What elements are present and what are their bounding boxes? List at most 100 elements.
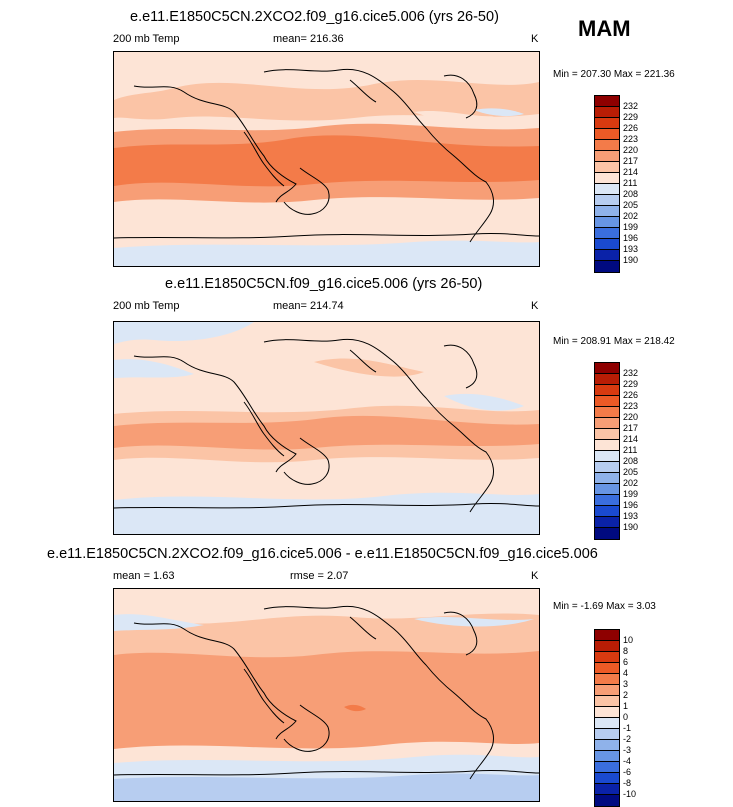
- colorbar-label: 232: [623, 101, 639, 111]
- temperature-band: [344, 704, 366, 712]
- colorbar-label: 208: [623, 456, 639, 466]
- temperature-band: [114, 492, 539, 534]
- colorbar-swatch: [595, 696, 619, 707]
- panel-1-mean-label: mean= 216.36: [273, 33, 344, 45]
- colorbar-label: 4: [623, 668, 629, 678]
- colorbar-label: 214: [623, 434, 639, 444]
- colorbar-swatch: [595, 751, 619, 762]
- colorbar-swatch: [595, 517, 619, 528]
- colorbar-swatch: [595, 663, 619, 674]
- colorbar-label: -6: [623, 767, 632, 777]
- colorbar-label: 199: [623, 222, 639, 232]
- coastline-outline: [114, 338, 539, 513]
- colorbar-label: 205: [623, 467, 639, 477]
- colorbar-swatch: [595, 495, 619, 506]
- colorbar-label: 1: [623, 701, 629, 711]
- panel-3-mean-label: mean = 1.63: [113, 570, 175, 582]
- colorbar-swatch: [595, 506, 619, 517]
- colorbar-label: 223: [623, 134, 639, 144]
- colorbar-label: 226: [623, 123, 639, 133]
- colorbar-swatch: [595, 140, 619, 151]
- colorbar-swatch: [595, 674, 619, 685]
- colorbar-swatch: [595, 96, 619, 107]
- colorbar-label: 6: [623, 657, 629, 667]
- panel-3-map: [113, 588, 540, 802]
- colorbar-swatch: [595, 784, 619, 795]
- coastline-outline: [114, 68, 539, 243]
- colorbar-label: 193: [623, 511, 639, 521]
- colorbar-swatch: [595, 195, 619, 206]
- temperature-band: [114, 135, 539, 187]
- colorbar-swatch: [595, 740, 619, 751]
- colorbar-swatch: [595, 718, 619, 729]
- colorbar-swatch: [595, 685, 619, 696]
- panel-2-colorbar: [594, 362, 620, 540]
- colorbar-label: 190: [623, 255, 639, 265]
- colorbar-swatch: [595, 652, 619, 663]
- colorbar-label: 2: [623, 690, 629, 700]
- colorbar-label: 3: [623, 679, 629, 689]
- colorbar-swatch: [595, 528, 619, 539]
- colorbar-swatch: [595, 151, 619, 162]
- colorbar-swatch: [595, 462, 619, 473]
- colorbar-swatch: [595, 440, 619, 451]
- temperature-band: [444, 393, 524, 411]
- colorbar-label: -1: [623, 723, 632, 733]
- colorbar-swatch: [595, 795, 619, 806]
- colorbar-swatch: [595, 363, 619, 374]
- colorbar-label: 202: [623, 211, 639, 221]
- colorbar-swatch: [595, 451, 619, 462]
- temperature-band: [114, 52, 539, 72]
- colorbar-label: 220: [623, 145, 639, 155]
- coastline-outline: [114, 605, 539, 780]
- colorbar-swatch: [595, 184, 619, 195]
- panel-3-rmse-label: rmse = 2.07: [290, 570, 349, 582]
- temperature-band: [114, 359, 194, 378]
- colorbar-swatch: [595, 228, 619, 239]
- panel-2-title: e.e11.E1850C5CN.f09_g16.cice5.006 (yrs 2…: [165, 276, 483, 292]
- panel-2-map: [113, 321, 540, 535]
- temperature-band: [114, 415, 539, 450]
- temperature-band: [114, 322, 254, 344]
- temperature-band: [114, 589, 539, 624]
- panel-1-title: e.e11.E1850C5CN.2XCO2.f09_g16.cice5.006 …: [130, 9, 499, 25]
- colorbar-swatch: [595, 396, 619, 407]
- colorbar-swatch: [595, 729, 619, 740]
- colorbar-swatch: [595, 374, 619, 385]
- colorbar-swatch: [595, 217, 619, 228]
- season-label: MAM: [578, 16, 631, 41]
- colorbar-swatch: [595, 429, 619, 440]
- colorbar-label: 217: [623, 423, 639, 433]
- colorbar-label: 196: [623, 233, 639, 243]
- panel-2-units-label: K: [531, 300, 539, 312]
- colorbar-label: 205: [623, 200, 639, 210]
- temperature-band: [474, 108, 524, 117]
- panel-1-variable-label: 200 mb Temp: [113, 33, 180, 45]
- colorbar-label: 211: [623, 445, 638, 455]
- temperature-band: [114, 80, 539, 121]
- colorbar-swatch: [595, 773, 619, 784]
- panel-2-variable-label: 200 mb Temp: [113, 300, 180, 312]
- panel-1-map: [113, 51, 540, 267]
- colorbar-swatch: [595, 762, 619, 773]
- colorbar-label: 220: [623, 412, 639, 422]
- colorbar-label: 0: [623, 712, 629, 722]
- colorbar-swatch: [595, 107, 619, 118]
- colorbar-label: 202: [623, 478, 639, 488]
- colorbar-label: 8: [623, 646, 629, 656]
- panel-2-mean-label: mean= 214.74: [273, 300, 344, 312]
- colorbar-label: 217: [623, 156, 639, 166]
- colorbar-label: -8: [623, 778, 632, 788]
- temperature-band: [414, 617, 534, 627]
- colorbar-label: 211: [623, 178, 638, 188]
- colorbar-swatch: [595, 418, 619, 429]
- colorbar-label: -2: [623, 734, 632, 744]
- panel-3-minmax: Min = -1.69 Max = 3.03: [553, 601, 656, 612]
- panel-2-minmax: Min = 208.91 Max = 218.42: [553, 336, 675, 347]
- panel-1-minmax: Min = 207.30 Max = 221.36: [553, 69, 675, 80]
- colorbar-swatch: [595, 407, 619, 418]
- colorbar-swatch: [595, 484, 619, 495]
- panel-3-units-label: K: [531, 570, 539, 582]
- colorbar-label: 229: [623, 379, 639, 389]
- panel-3-title: e.e11.E1850C5CN.2XCO2.f09_g16.cice5.006 …: [47, 546, 598, 562]
